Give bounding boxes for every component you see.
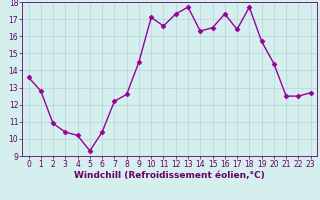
X-axis label: Windchill (Refroidissement éolien,°C): Windchill (Refroidissement éolien,°C) (74, 171, 265, 180)
